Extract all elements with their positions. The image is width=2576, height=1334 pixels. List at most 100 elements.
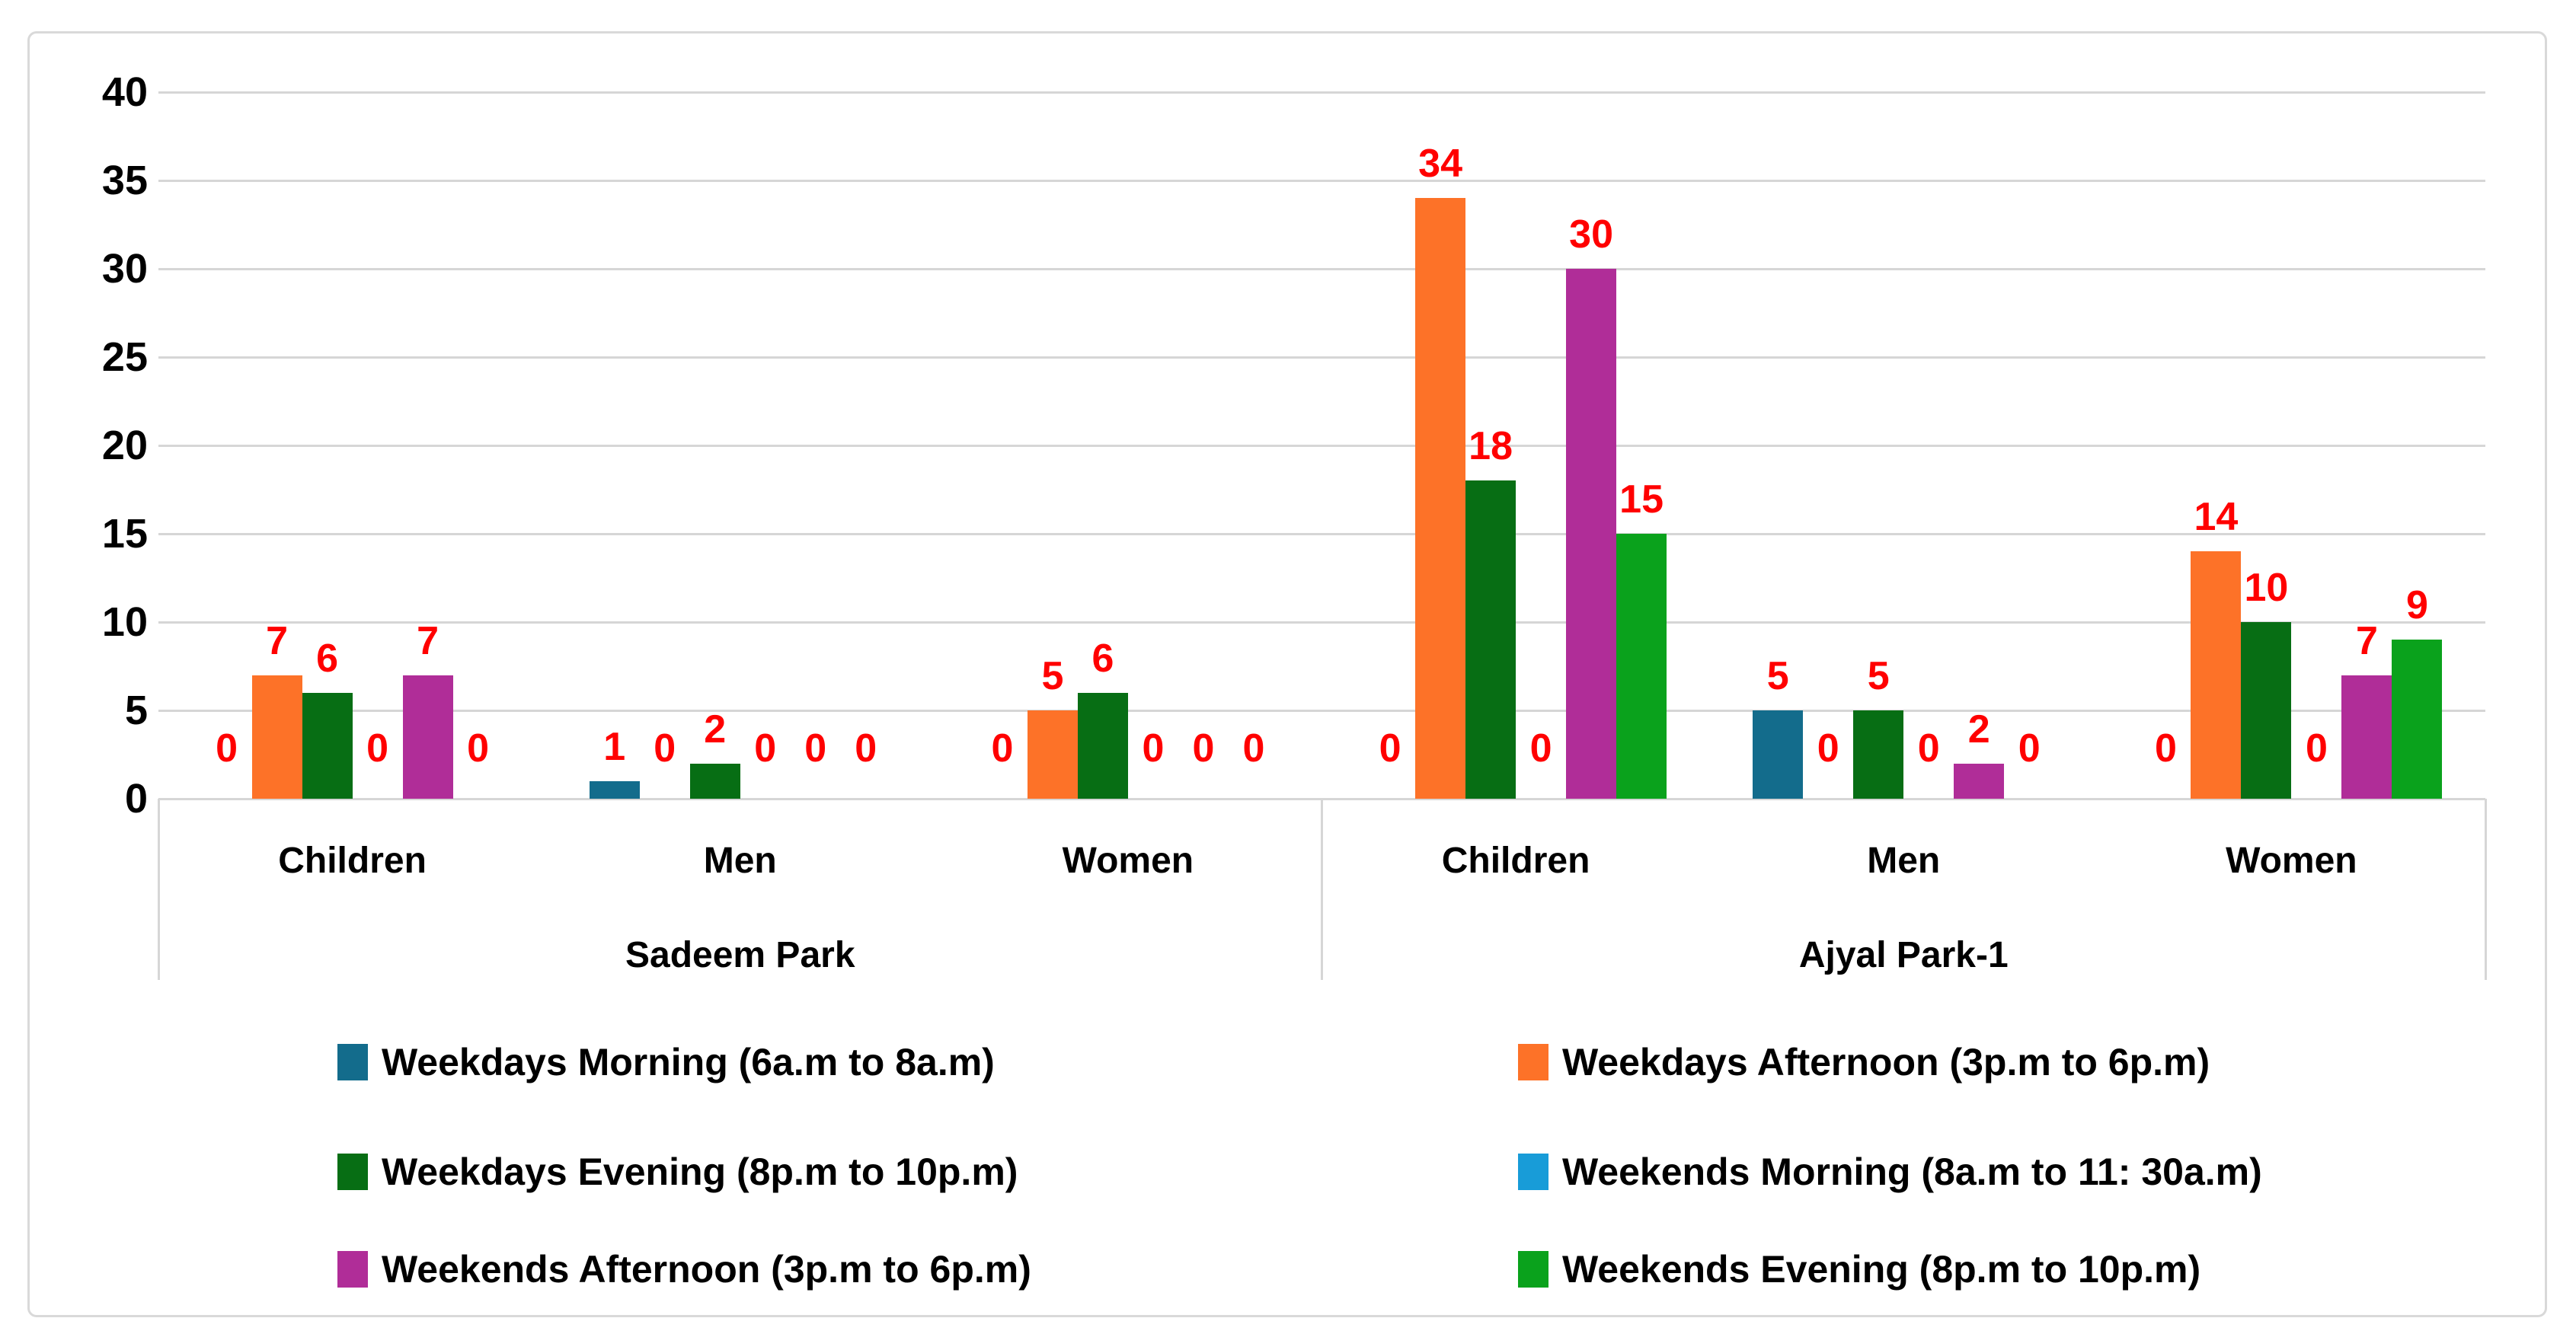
data-label: 9 (2405, 583, 2428, 628)
data-label: 6 (1091, 636, 1114, 681)
legend-label: Weekends Evening (8p.m to 10p.m) (1562, 1248, 2201, 1291)
category-label: Women (1062, 841, 1194, 881)
gridline (158, 179, 2485, 182)
data-label: 5 (1766, 654, 1789, 698)
data-label: 10 (2244, 566, 2289, 610)
data-label: 2 (1967, 707, 1990, 752)
category-axis: Children Men Women Children Men Women Sadeem P… (30, 34, 2545, 1315)
data-label: 7 (266, 618, 289, 663)
y-axis-tick-label: 35 (101, 158, 148, 203)
data-label: 0 (467, 726, 490, 771)
data-label: 0 (654, 726, 676, 771)
legend-label: Weekdays Afternoon (3p.m to 6p.m) (1562, 1041, 2210, 1083)
y-axis-tick-label: 25 (101, 334, 148, 380)
gridline (158, 91, 2485, 94)
bar (302, 692, 353, 799)
legend-label: Weekends Afternoon (3p.m to 6p.m) (382, 1248, 1031, 1291)
legend-item: Weekdays Afternoon (3p.m to 6p.m) (1518, 1036, 2210, 1088)
data-label: 0 (1529, 726, 1552, 771)
legend-label: Weekends Morning (8a.m to 11: 30a.m) (1562, 1150, 2262, 1193)
gridline (158, 709, 2485, 712)
legend-color-swatch (1518, 1044, 1548, 1080)
legend-item: Weekdays Evening (8p.m to 10p.m) (337, 1146, 1018, 1198)
bar (2191, 551, 2242, 799)
category-label: Men (703, 841, 777, 881)
park-group-label: Ajyal Park-1 (1798, 935, 2009, 975)
data-label: 0 (1142, 726, 1165, 771)
legend-color-swatch (337, 1251, 368, 1288)
y-axis-tick-label: 5 (124, 688, 148, 733)
y-axis: 0 5 10 15 20 25 30 35 40 (30, 34, 2545, 1315)
data-label: 0 (1242, 726, 1265, 771)
bar (1415, 198, 1466, 799)
legend-color-swatch (337, 1154, 368, 1190)
gridline (158, 444, 2485, 447)
legend-label: Weekdays Morning (6a.m to 8a.m) (382, 1041, 995, 1083)
data-label: 34 (1418, 142, 1462, 187)
y-axis-tick-label: 0 (124, 776, 148, 822)
data-label: 0 (1379, 726, 1401, 771)
bar (689, 763, 740, 799)
data-label: 7 (417, 618, 439, 663)
data-label: 0 (991, 726, 1014, 771)
bar (1465, 480, 1517, 799)
data-label: 0 (216, 726, 238, 771)
bar (1077, 692, 1128, 799)
data-label: 5 (1041, 654, 1064, 698)
data-label: 7 (2355, 618, 2378, 663)
bar (251, 675, 302, 799)
data-label: 30 (1569, 212, 1613, 257)
legend-item: Weekdays Morning (6a.m to 8a.m) (337, 1036, 995, 1088)
gridline (158, 356, 2485, 359)
data-label: 14 (2194, 495, 2239, 540)
category-label: Children (1441, 841, 1590, 881)
data-label: 0 (366, 726, 389, 771)
gridline (158, 621, 2485, 624)
legend-item: Weekends Afternoon (3p.m to 6p.m) (337, 1243, 1031, 1295)
data-label: 0 (804, 726, 827, 771)
data-label: 0 (1192, 726, 1215, 771)
legend-color-swatch (1518, 1251, 1548, 1288)
data-label: 0 (855, 726, 877, 771)
data-label: 0 (1817, 726, 1839, 771)
gridline (158, 532, 2485, 535)
data-label: 1 (603, 724, 626, 769)
legend-item: Weekends Morning (8a.m to 11: 30a.m) (1518, 1146, 2262, 1198)
data-label: 0 (2154, 726, 2177, 771)
bar (1853, 710, 1904, 799)
y-axis-tick-label: 30 (101, 246, 148, 292)
plot-area: 0 7 6 0 7 0 1 0 2 0 0 0 0 5 6 0 0 0 0 34 18 0 30 15 5 0 5 0 2 0 0 14 10 0… (30, 34, 2545, 1315)
bar (2392, 640, 2443, 799)
park-group-label: Sadeem Park (625, 935, 855, 975)
y-axis-tick-label: 15 (101, 511, 148, 557)
chart-legend: Weekdays Morning (6a.m to 8a.m) Weekdays … (30, 34, 2545, 1315)
bar (1616, 534, 1667, 799)
bar (402, 675, 453, 799)
bar (1753, 710, 1804, 799)
legend-label: Weekdays Evening (8p.m to 10p.m) (382, 1150, 1018, 1193)
gridline (158, 267, 2485, 270)
data-label: 0 (2018, 726, 2041, 771)
data-label: 6 (316, 636, 339, 681)
category-label: Children (278, 841, 427, 881)
legend-color-swatch (1518, 1154, 1548, 1190)
chart-canvas: 0 5 10 15 20 25 30 35 40 0 7 6 0 7 0 1 0 2 0 0 0 0 5 6 0 0 0 0 34 18… (27, 31, 2547, 1317)
category-separator-line (157, 799, 160, 980)
data-label: 2 (704, 707, 727, 752)
data-label: 0 (1917, 726, 1940, 771)
bar (2341, 675, 2392, 799)
data-label: 0 (754, 726, 777, 771)
bar (2241, 622, 2292, 799)
data-label: 0 (2305, 726, 2328, 771)
category-separator-line (2484, 799, 2487, 980)
data-label: 18 (1469, 424, 1513, 469)
legend-color-swatch (337, 1044, 368, 1080)
y-axis-tick-label: 10 (101, 599, 148, 645)
bar (1027, 710, 1078, 799)
bar (589, 780, 640, 799)
legend-item: Weekends Evening (8p.m to 10p.m) (1518, 1243, 2200, 1295)
bar (1954, 763, 2005, 799)
bar (1566, 269, 1617, 799)
y-axis-tick-label: 40 (101, 69, 148, 115)
